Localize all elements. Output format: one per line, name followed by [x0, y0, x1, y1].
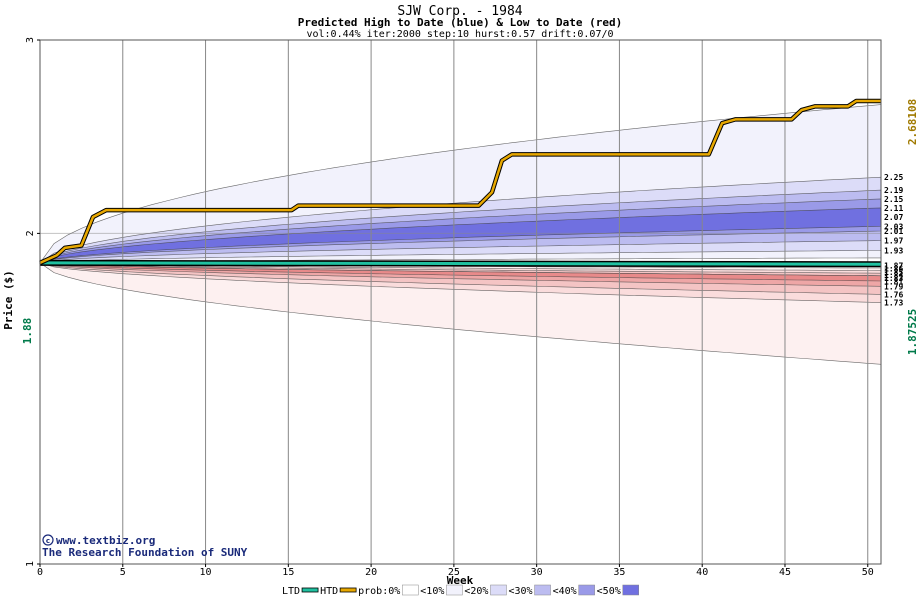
credit-block: c www.textbiz.org The Research Foundatio… [42, 534, 248, 559]
y-axis-ticks: 1 2 3 [25, 37, 40, 567]
right-value-label: 2.07 [884, 213, 903, 222]
x-tick-label: 50 [862, 567, 874, 578]
right-value-label: 2.01 [884, 227, 903, 236]
legend-label: <20% [464, 586, 488, 597]
x-axis-label: Week [447, 574, 474, 587]
legend-swatch [490, 584, 507, 596]
high-to-date-line [39, 99, 881, 265]
right-value-label: 2.11 [884, 204, 903, 213]
credit-org: The Research Foundation of SUNY [42, 546, 248, 559]
right-value-label: 1.87 [884, 261, 903, 270]
series-lines [39, 98, 882, 268]
right-value-label: 2.25 [884, 173, 903, 182]
legend-swatch [446, 584, 463, 596]
chart-params: vol:0.44% iter:2000 step:10 hurst:0.57 d… [306, 29, 613, 40]
legend-line-htd [339, 587, 357, 593]
legend-swatch [622, 584, 639, 596]
legend-label: <30% [508, 586, 532, 597]
x-tick-label: 5 [120, 567, 126, 578]
y-tick-label: 1 [25, 561, 36, 567]
right-value-label: 1.79 [884, 282, 903, 291]
right-value-label: 1.84 [884, 271, 903, 280]
right-value-label: 1.73 [884, 299, 903, 308]
legend-label: HTD [320, 586, 338, 597]
right-value-label: 1.83 [884, 274, 903, 283]
x-tick-label: 15 [282, 567, 294, 578]
legend-label: <10% [420, 586, 444, 597]
x-tick-label: 0 [37, 567, 43, 578]
legend-swatch [402, 584, 419, 596]
legend-swatch [534, 584, 551, 596]
high-to-date-final-marker: 2.68108 [906, 99, 919, 145]
right-value-label: 1.85 [884, 268, 903, 277]
legend-swatch [578, 584, 595, 596]
right-value-label: 1.81 [884, 277, 903, 286]
chart-subtitle: Predicted High to Date (blue) & Low to D… [298, 16, 623, 29]
credit-site: www.textbiz.org [56, 534, 155, 547]
low-to-date-line [39, 261, 882, 266]
x-axis-ticks: 0 5 10 15 20 25 30 35 40 45 50 [37, 564, 874, 578]
legend-label: LTD [282, 586, 300, 597]
right-value-labels: 2.25 2.192.152.112.072.032.011.971.93 1.87… [884, 173, 903, 307]
x-tick-label: 45 [779, 567, 791, 578]
copyright-icon [42, 534, 54, 546]
y-tick-label: 3 [25, 37, 36, 43]
y-tick-label: 2 [25, 230, 36, 236]
plot-frame [39, 39, 882, 565]
start-price-marker: 1.88 [21, 318, 34, 345]
x-tick-label: 20 [365, 567, 377, 578]
right-value-label: 1.97 [884, 237, 903, 246]
chart-title: SJW Corp. - 1984 [397, 4, 522, 19]
legend-label: <40% [553, 586, 577, 597]
x-tick-label: 40 [696, 567, 708, 578]
right-value-label: 1.76 [884, 290, 903, 299]
x-tick-label: 35 [613, 567, 625, 578]
x-tick-label: 10 [200, 567, 212, 578]
y-axis-label: Price ($) [2, 270, 15, 330]
right-value-label: 1.93 [884, 246, 903, 255]
x-tick-label: 30 [531, 567, 543, 578]
legend-label: prob:0% [358, 586, 400, 597]
right-value-label: 2.15 [884, 195, 903, 204]
legend: LTD HTD prob:0% <10% <20% <30% <40% <50% [282, 584, 639, 597]
x-tick-label: 25 [448, 567, 460, 578]
right-value-label: 1.86 [884, 265, 903, 274]
legend-line-ltd [301, 587, 319, 593]
copyright-icon-letter: c [46, 537, 50, 545]
right-value-label: 2.19 [884, 186, 903, 195]
right-value-label: 2.03 [884, 222, 903, 231]
low-to-date-final-marker: 1.87525 [906, 309, 919, 355]
legend-label: <50% [597, 586, 621, 597]
